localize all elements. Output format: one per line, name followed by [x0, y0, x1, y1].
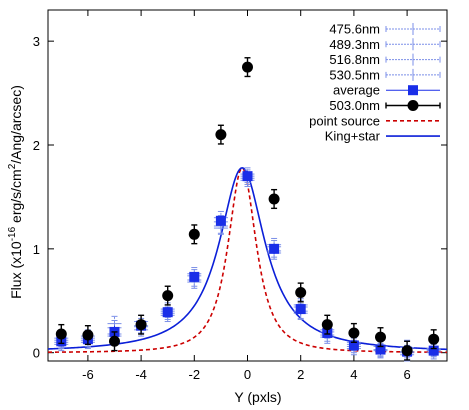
circle-marker: [321, 319, 333, 331]
legend-circle: [407, 100, 419, 111]
circle-marker: [428, 333, 440, 345]
x-tick-label: 4: [350, 367, 357, 382]
data-point: [188, 224, 200, 245]
y-tick-label: 2: [33, 138, 40, 153]
data-point: [189, 271, 200, 283]
data-point: [109, 331, 120, 352]
legend-square: [408, 85, 418, 96]
circle-marker: [348, 327, 360, 339]
y-axis-label-suffix: /Ang/arcsec): [8, 85, 24, 164]
axes: -6 -4 -2 0 2 4 6 0 1 2 3: [33, 9, 448, 382]
data-point: [348, 322, 360, 344]
square-marker: [189, 271, 200, 282]
data-point: [215, 124, 227, 145]
x-tick-label: 2: [297, 367, 304, 382]
series-line: [48, 167, 447, 351]
circle-marker: [188, 228, 200, 240]
data-point: [295, 282, 307, 303]
circle-marker: [215, 129, 227, 141]
data-point: [428, 329, 440, 350]
y-tick-label: 3: [33, 34, 40, 49]
legend-label: 516.8nm: [329, 52, 380, 67]
data-point: [269, 243, 280, 255]
x-tick-label: 0: [244, 367, 251, 382]
square-marker: [348, 340, 359, 351]
legend-label: 489.3nm: [329, 37, 380, 52]
y-tick-label: 0: [33, 346, 40, 361]
data-point: [162, 285, 174, 306]
data-point: [375, 327, 386, 348]
plot-data: [48, 57, 447, 362]
data-point: [401, 340, 413, 361]
legend-label: 475.6nm: [329, 22, 380, 37]
circle-marker: [268, 193, 280, 205]
data-point: [82, 324, 94, 346]
y-axis-label-sup1: -16: [7, 226, 18, 241]
circle-marker: [162, 290, 174, 302]
y-axis-label-mid: erg/s/cm: [8, 169, 24, 227]
x-tick-label: -4: [135, 367, 147, 382]
square-marker: [242, 171, 253, 182]
square-marker: [215, 215, 226, 226]
data-point: [321, 314, 333, 335]
data-point: [162, 307, 173, 318]
circle-marker: [242, 61, 253, 73]
square-marker: [269, 243, 280, 254]
series-line: [48, 166, 447, 354]
square-marker: [295, 304, 306, 315]
y-axis-label-sup2: 2: [7, 163, 18, 169]
circle-marker: [401, 345, 413, 357]
data-point: [268, 188, 280, 210]
data-point: [55, 323, 67, 345]
legend-label: average: [333, 83, 380, 98]
data-point: [242, 170, 253, 182]
y-axis-label: Flux (x10-16 erg/s/cm2/Ang/arcsec): [7, 85, 24, 299]
x-tick-label: -6: [82, 367, 94, 382]
circle-marker: [135, 319, 147, 331]
legend-label: King+star: [325, 129, 381, 144]
x-tick-label: 6: [403, 367, 410, 382]
circle-marker: [109, 335, 120, 347]
data-point: [135, 314, 147, 335]
circle-marker: [295, 286, 307, 298]
square-marker: [375, 344, 386, 355]
data-point: [215, 215, 226, 226]
legend-label: 503.0nm: [329, 98, 380, 113]
x-tick-label: -2: [189, 367, 201, 382]
square-marker: [428, 345, 439, 356]
legend-label: point source: [309, 113, 380, 128]
circle-marker: [375, 331, 386, 343]
x-axis-label: Y (pxls): [234, 389, 281, 405]
y-axis-label-prefix: Flux (x10: [8, 241, 24, 299]
legend: 475.6nm489.3nm516.8nm530.5nmaverage503.0…: [309, 22, 441, 144]
circle-marker: [55, 328, 67, 340]
data-point: [242, 57, 253, 78]
square-marker: [162, 307, 173, 318]
data-point: [295, 303, 306, 315]
y-tick-label: 1: [33, 242, 40, 257]
circle-marker: [82, 329, 94, 341]
legend-label: 530.5nm: [329, 67, 380, 82]
